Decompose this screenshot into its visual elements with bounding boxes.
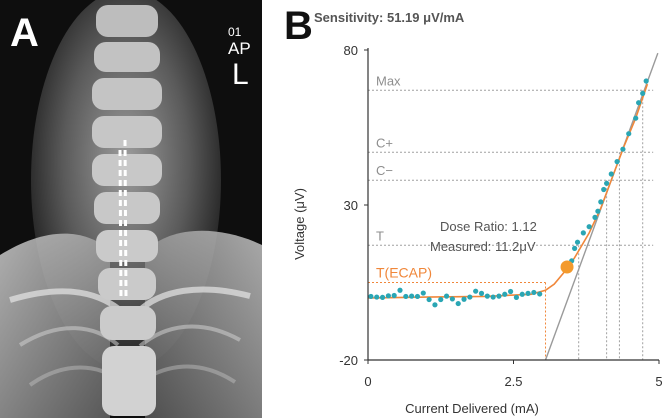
panel-b-letter: B — [284, 4, 313, 48]
data-point-38 — [601, 186, 607, 193]
xray-image — [0, 0, 262, 418]
left-clavicle — [9, 288, 122, 313]
data-point-46 — [640, 90, 646, 96]
data-point-34 — [586, 224, 592, 230]
cervical-spine — [92, 5, 162, 416]
data-point-3 — [385, 293, 391, 299]
data-point-25 — [513, 294, 520, 300]
data-point-23 — [502, 291, 508, 297]
data-point-6 — [403, 293, 409, 300]
y-tick-label-2: 80 — [344, 43, 358, 58]
right-shoulder — [145, 230, 262, 418]
chart-title: Sensitivity: 51.19 μV/mA — [314, 10, 465, 25]
data-point-10 — [426, 296, 432, 303]
data-point-32 — [574, 239, 581, 245]
reference-label-3: T — [376, 228, 384, 243]
data-point-24 — [507, 288, 514, 295]
data-point-21 — [490, 294, 496, 300]
data-point-36 — [595, 208, 601, 214]
reference-label-4: T(ECAP) — [376, 265, 432, 281]
threshold-marker — [560, 260, 574, 274]
data-point-17 — [467, 294, 473, 300]
data-point-19 — [478, 290, 485, 296]
data-point-41 — [614, 159, 620, 165]
data-point-16 — [461, 296, 467, 302]
data-point-8 — [414, 293, 421, 300]
data-point-39 — [604, 180, 610, 186]
panel-a-letter: A — [10, 11, 39, 55]
y-tick-label-1: 30 — [344, 198, 358, 213]
annotation-1: Measured: 11.2μV — [430, 239, 536, 254]
x-tick-label-0: 0 — [364, 374, 371, 389]
right-clavicle — [135, 286, 251, 315]
data-point-31 — [572, 245, 578, 251]
annotation-0: Dose Ratio: 1.12 — [440, 219, 537, 234]
data-point-28 — [531, 289, 537, 296]
data-point-12 — [438, 296, 444, 303]
data-point-0 — [368, 293, 374, 300]
data-point-47 — [643, 78, 649, 84]
data-point-18 — [473, 288, 479, 294]
data-point-4 — [391, 292, 397, 299]
data-point-33 — [580, 230, 586, 236]
reference-label-1: C+ — [376, 135, 393, 150]
data-point-22 — [496, 293, 502, 299]
reference-label-2: C− — [376, 163, 393, 178]
data-point-13 — [443, 293, 450, 299]
x-axis-label: Current Delivered (mA) — [405, 401, 539, 416]
data-point-29 — [537, 291, 543, 297]
data-point-40 — [608, 171, 614, 177]
data-point-11 — [432, 302, 438, 308]
xray-view-label: AP — [228, 39, 251, 58]
data-point-14 — [449, 296, 455, 302]
x-tick-label-2: 5 — [655, 374, 662, 389]
lead-array-right — [123, 139, 128, 299]
data-point-37 — [598, 199, 604, 205]
data-point-26 — [519, 291, 525, 297]
xray-drawing — [0, 0, 262, 418]
data-point-7 — [409, 293, 415, 299]
left-shoulder — [0, 233, 110, 418]
reference-label-0: Max — [376, 73, 401, 88]
data-point-2 — [379, 294, 386, 300]
lead-array-left — [118, 149, 123, 301]
data-point-20 — [484, 293, 490, 299]
y-tick-label-0: -20 — [339, 353, 358, 368]
y-axis-label: Voltage (μV) — [292, 188, 307, 260]
data-point-43 — [626, 131, 632, 137]
right-rib — [138, 324, 241, 348]
data-point-45 — [636, 100, 642, 106]
x-tick-label-1: 2.5 — [504, 374, 522, 389]
xray-side-marker: L — [232, 58, 249, 91]
xray-meta: 01 AP L — [228, 26, 251, 90]
data-point-1 — [374, 294, 380, 300]
data-point-27 — [525, 290, 531, 296]
ecap-chart: Sensitivity: 51.19 μV/mA Max C+ C− T T(ECAP)… — [292, 10, 663, 416]
xray-frame-number: 01 — [228, 25, 242, 39]
data-point-9 — [420, 290, 426, 296]
data-point-5 — [397, 287, 403, 293]
data-point-44 — [633, 115, 639, 121]
data-point-15 — [455, 300, 461, 307]
data-point-42 — [620, 146, 626, 152]
data-point-35 — [592, 214, 598, 220]
